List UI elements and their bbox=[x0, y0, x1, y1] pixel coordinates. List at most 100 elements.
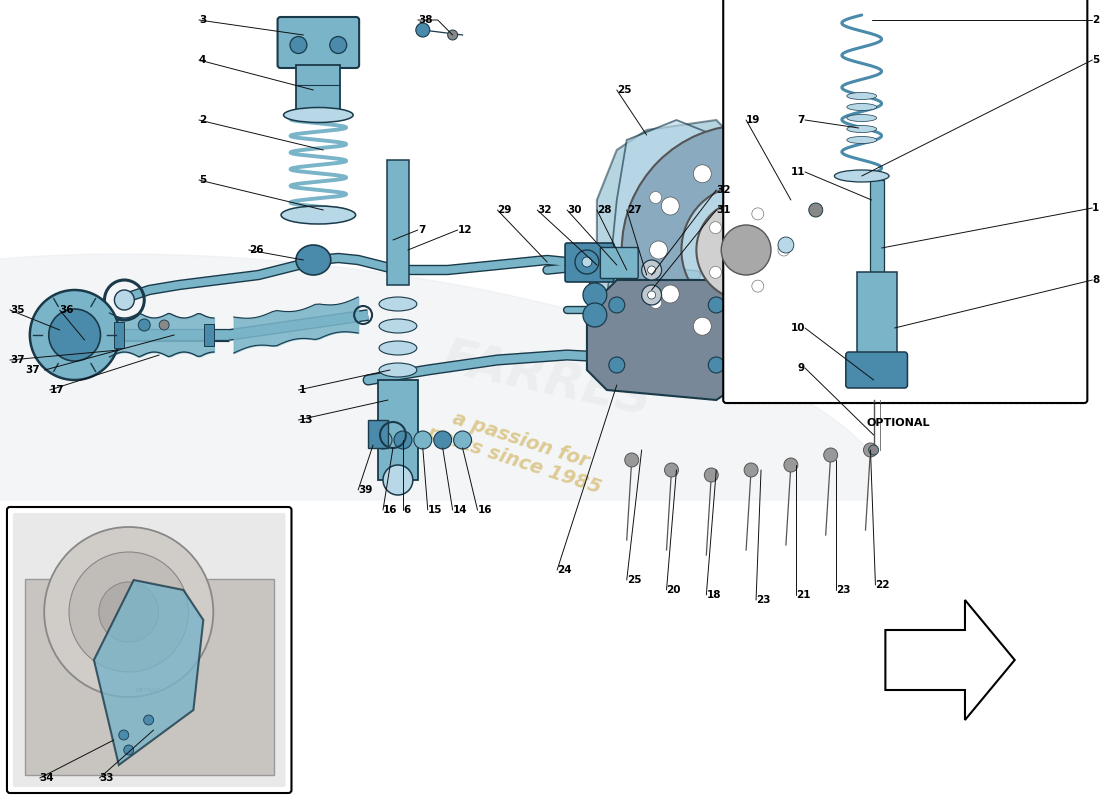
Circle shape bbox=[737, 153, 755, 171]
Ellipse shape bbox=[847, 126, 877, 133]
Ellipse shape bbox=[379, 363, 417, 377]
Text: 30: 30 bbox=[566, 205, 582, 215]
Text: 23: 23 bbox=[836, 585, 850, 595]
Circle shape bbox=[751, 280, 763, 292]
Circle shape bbox=[650, 241, 668, 259]
Ellipse shape bbox=[847, 93, 877, 99]
Circle shape bbox=[708, 297, 724, 313]
Text: 7: 7 bbox=[418, 225, 426, 235]
Bar bbox=[857, 272, 896, 360]
Polygon shape bbox=[886, 600, 1014, 720]
Text: 38: 38 bbox=[418, 15, 432, 25]
Circle shape bbox=[69, 552, 188, 672]
Ellipse shape bbox=[379, 319, 417, 333]
Text: 31: 31 bbox=[716, 205, 730, 215]
Circle shape bbox=[710, 266, 722, 278]
Text: 1: 1 bbox=[1092, 203, 1100, 213]
Text: 18: 18 bbox=[706, 590, 721, 600]
FancyBboxPatch shape bbox=[7, 507, 292, 793]
Text: 5: 5 bbox=[199, 175, 206, 185]
Text: 32: 32 bbox=[716, 185, 730, 195]
Bar bbox=[114, 322, 124, 348]
Ellipse shape bbox=[284, 107, 353, 122]
Circle shape bbox=[290, 37, 307, 54]
Circle shape bbox=[383, 465, 412, 495]
FancyBboxPatch shape bbox=[13, 513, 286, 787]
Circle shape bbox=[664, 463, 679, 477]
Circle shape bbox=[114, 290, 134, 310]
Circle shape bbox=[139, 319, 151, 331]
Circle shape bbox=[414, 431, 432, 449]
Text: 20: 20 bbox=[667, 585, 681, 595]
Circle shape bbox=[453, 431, 472, 449]
Circle shape bbox=[813, 197, 830, 215]
Circle shape bbox=[30, 290, 120, 380]
Circle shape bbox=[650, 297, 661, 309]
Text: 3: 3 bbox=[199, 15, 206, 25]
Circle shape bbox=[394, 431, 411, 449]
Text: 21: 21 bbox=[796, 590, 811, 600]
Circle shape bbox=[648, 266, 656, 274]
Circle shape bbox=[583, 283, 607, 307]
Text: 28: 28 bbox=[597, 205, 612, 215]
Polygon shape bbox=[607, 120, 736, 360]
Circle shape bbox=[448, 30, 458, 40]
Circle shape bbox=[330, 37, 346, 54]
Text: 1: 1 bbox=[298, 385, 306, 395]
Text: 5: 5 bbox=[1092, 55, 1100, 65]
Bar bbox=[297, 65, 340, 115]
Circle shape bbox=[740, 349, 752, 361]
Circle shape bbox=[641, 260, 661, 280]
Text: 24: 24 bbox=[557, 565, 572, 575]
Circle shape bbox=[808, 203, 823, 217]
Circle shape bbox=[416, 23, 430, 37]
FancyBboxPatch shape bbox=[846, 352, 907, 388]
Bar bbox=[870, 180, 883, 360]
Circle shape bbox=[825, 241, 843, 259]
Bar bbox=[387, 160, 409, 285]
Text: OPTIONAL: OPTIONAL bbox=[867, 418, 930, 428]
Circle shape bbox=[44, 527, 213, 697]
Ellipse shape bbox=[296, 245, 331, 275]
Circle shape bbox=[737, 329, 755, 347]
Text: 35: 35 bbox=[10, 305, 24, 315]
Ellipse shape bbox=[835, 170, 889, 182]
Text: 16: 16 bbox=[383, 505, 397, 515]
Text: 8: 8 bbox=[1092, 275, 1100, 285]
Circle shape bbox=[693, 318, 712, 335]
Circle shape bbox=[625, 453, 639, 467]
Circle shape bbox=[778, 237, 794, 253]
Circle shape bbox=[641, 285, 661, 305]
Text: 9: 9 bbox=[798, 363, 805, 373]
Circle shape bbox=[813, 285, 830, 303]
Text: 26: 26 bbox=[249, 245, 263, 255]
Text: 36: 36 bbox=[59, 305, 74, 315]
Circle shape bbox=[696, 200, 796, 300]
Text: 27: 27 bbox=[627, 205, 641, 215]
Text: 29: 29 bbox=[497, 205, 512, 215]
Ellipse shape bbox=[379, 341, 417, 355]
Circle shape bbox=[608, 297, 625, 313]
Circle shape bbox=[661, 285, 680, 303]
Circle shape bbox=[710, 222, 722, 234]
Circle shape bbox=[830, 191, 843, 203]
Circle shape bbox=[648, 291, 656, 299]
Text: 25: 25 bbox=[627, 575, 641, 585]
Text: 32: 32 bbox=[537, 205, 552, 215]
Circle shape bbox=[704, 468, 718, 482]
Circle shape bbox=[99, 582, 158, 642]
Circle shape bbox=[583, 303, 607, 327]
Text: 33: 33 bbox=[99, 773, 114, 783]
FancyBboxPatch shape bbox=[601, 247, 638, 278]
FancyBboxPatch shape bbox=[277, 17, 359, 68]
Circle shape bbox=[781, 165, 799, 182]
Ellipse shape bbox=[847, 103, 877, 110]
Circle shape bbox=[768, 227, 804, 263]
Circle shape bbox=[740, 139, 752, 151]
Circle shape bbox=[374, 431, 392, 449]
Circle shape bbox=[693, 165, 712, 182]
Circle shape bbox=[661, 197, 680, 215]
Text: 16: 16 bbox=[477, 505, 492, 515]
Text: 4: 4 bbox=[199, 55, 207, 65]
Circle shape bbox=[608, 357, 625, 373]
